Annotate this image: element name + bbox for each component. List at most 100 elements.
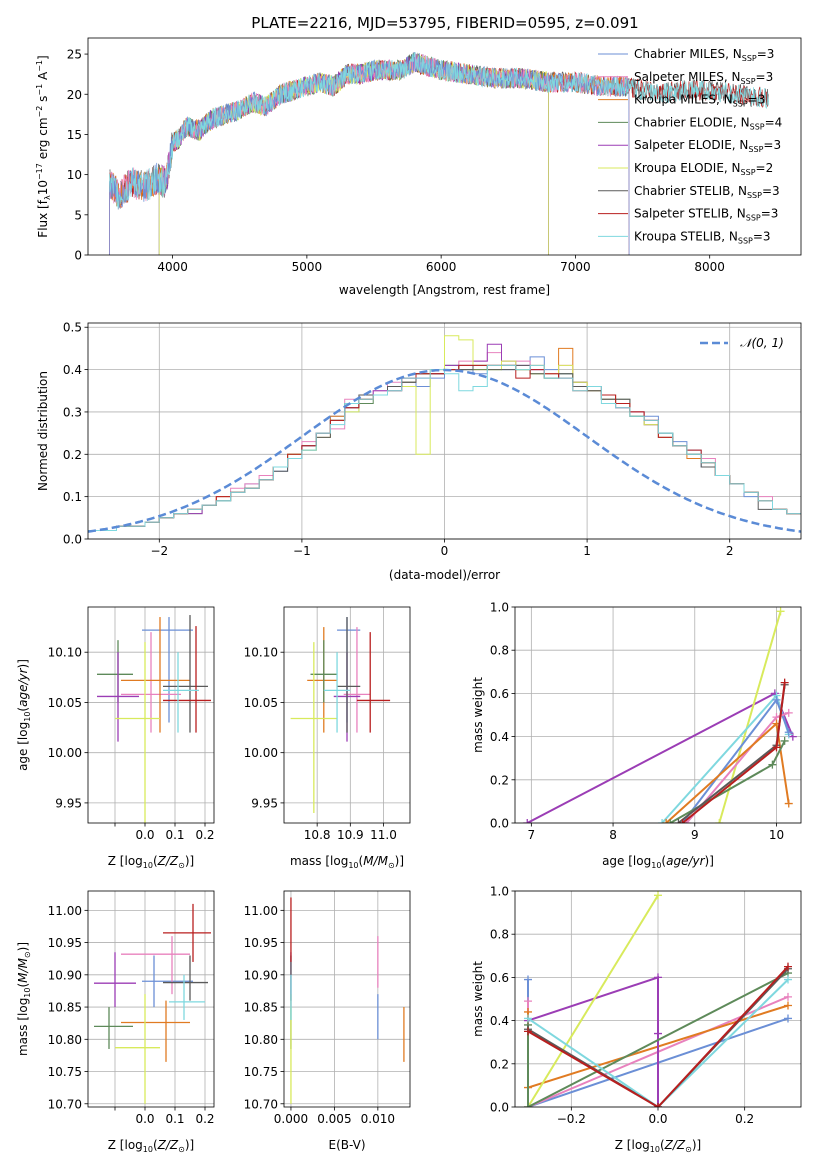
x-tick-label: 1 [583, 544, 591, 558]
weight-marker [780, 736, 789, 745]
weight-marker [784, 992, 792, 1001]
axes-frame [87, 890, 215, 1108]
y-tick-label: 10.10 [48, 646, 82, 660]
axes-frame [514, 606, 802, 824]
x-tick-label: 8 [609, 828, 617, 842]
weight-marker [654, 973, 662, 982]
weight-marker [776, 607, 785, 616]
y-tick-label: 0.0 [490, 817, 509, 831]
axes-spectrum: 4000 5000 6000 7000 8000 0 5 10 15 20 25 Chabrier M… [35, 37, 802, 297]
y-tick-label: 10.70 [244, 1097, 278, 1111]
x-tick-label: 0.1 [165, 1112, 184, 1126]
y-tick-label: 10.85 [48, 1001, 82, 1015]
weight-marker [780, 678, 789, 687]
y-tick-label: 10.95 [244, 936, 278, 950]
y-tick-label: 10.95 [48, 936, 82, 950]
y-tick-label: 15 [67, 128, 82, 142]
weight-marker [784, 728, 793, 737]
label-part: Z/Z [664, 1138, 686, 1152]
errorbar-point [121, 632, 181, 733]
label-part: ] [36, 55, 50, 60]
x-axis-label: wavelength [Angstrom, rest frame] [339, 283, 550, 297]
label-part: age [log [602, 854, 651, 868]
weight-marker [784, 1001, 792, 1010]
label-part: ⊙ [178, 861, 185, 870]
x-tick-label: 6000 [426, 260, 457, 274]
weight-marker [524, 997, 532, 1006]
label-part: Chabrier MILES, N [634, 47, 742, 61]
weight-line [527, 972, 789, 1107]
weight-marker [784, 1014, 792, 1023]
axes-frame [87, 37, 802, 256]
weight-line [527, 978, 789, 1107]
weight-marker [524, 1014, 532, 1023]
label-part: mass [log [16, 998, 30, 1056]
y-tick-label: 0.3 [63, 405, 82, 419]
label-part: age/yr [666, 854, 705, 868]
label-part: )] [185, 854, 194, 868]
label-part: ( [16, 983, 30, 988]
label-part: Flux [f [36, 199, 50, 237]
label-part: Kroupa MILES, N [634, 93, 733, 107]
plot-area [97, 615, 211, 823]
x-tick-label: 10 [769, 828, 784, 842]
x-tick-label: 0.000 [274, 1112, 308, 1126]
errorbar-point [121, 1000, 190, 1062]
label-part: )] [185, 1138, 194, 1152]
x-axis-label: mass [log10(M/M⊙)] [290, 854, 404, 870]
label-part: Salpeter MILES, N [634, 70, 741, 84]
x-tick-label: 9 [691, 828, 699, 842]
label-part: =3 [763, 138, 781, 152]
plot-area [88, 335, 801, 533]
histogram-step [88, 364, 801, 531]
y-tick-label: 0.2 [490, 773, 509, 787]
label-part: =3 [748, 93, 766, 107]
label-part: ( [153, 1138, 158, 1152]
errorbar-point [323, 652, 351, 733]
weight-marker [654, 1103, 662, 1107]
y-tick-label: 0.6 [490, 687, 509, 701]
errorbar-point [337, 617, 361, 733]
legend-entry: Chabrier MILES, NSSP=3 [634, 47, 774, 63]
y-axis-label: age [log10(age/yr)] [16, 659, 32, 771]
label-part: )] [16, 942, 30, 951]
label-part: M/M [16, 957, 30, 982]
label-part: ( [359, 854, 364, 868]
x-tick-label: 0.0 [135, 1112, 154, 1126]
axes-frame [283, 606, 411, 824]
axes-frame [283, 890, 411, 1108]
x-tick-label: 0.010 [361, 1112, 395, 1126]
axes-age_vs_mass: 10.8 10.9 11.0 9.95 10.00 10.05 10.10 mass [log… [244, 606, 411, 870]
label-part: λ [43, 195, 52, 200]
label-part: −1 [35, 60, 44, 72]
errorbar-point [310, 640, 338, 703]
label-part: SSP [742, 54, 757, 63]
label-part: ( [661, 854, 666, 868]
y-tick-label: 20 [67, 88, 82, 102]
plot-area [290, 617, 391, 813]
y-tick-label: 10 [67, 168, 82, 182]
y-tick-label: 10.70 [48, 1097, 82, 1111]
label-part: =3 [753, 229, 771, 243]
label-part: −17 [35, 163, 44, 180]
legend-entry: Chabrier STELIB, NSSP=3 [634, 184, 780, 200]
label-part: SSP [747, 191, 762, 200]
weight-marker [715, 819, 724, 823]
label-part: SSP [733, 100, 748, 109]
x-axis-label: Z [log10(Z/Z⊙)] [615, 1138, 701, 1154]
axes-mass_vs_Z: 0.0 0.1 0.2 10.70 10.75 10.80 10.85 10.90 10.95 1… [16, 890, 215, 1154]
label-part: erg cm [36, 117, 50, 163]
y-tick-label: 9.95 [251, 796, 278, 810]
label-part: 10 [23, 987, 32, 997]
label-part: Z/Z [157, 1138, 179, 1152]
y-axis-label: Normed distribution [36, 371, 50, 491]
y-tick-label: 10.90 [244, 968, 278, 982]
y-tick-label: 0.6 [490, 971, 509, 985]
y-tick-label: 1.0 [490, 601, 509, 615]
label-part: Chabrier STELIB, N [634, 184, 747, 198]
x-tick-label: 5000 [292, 260, 323, 274]
